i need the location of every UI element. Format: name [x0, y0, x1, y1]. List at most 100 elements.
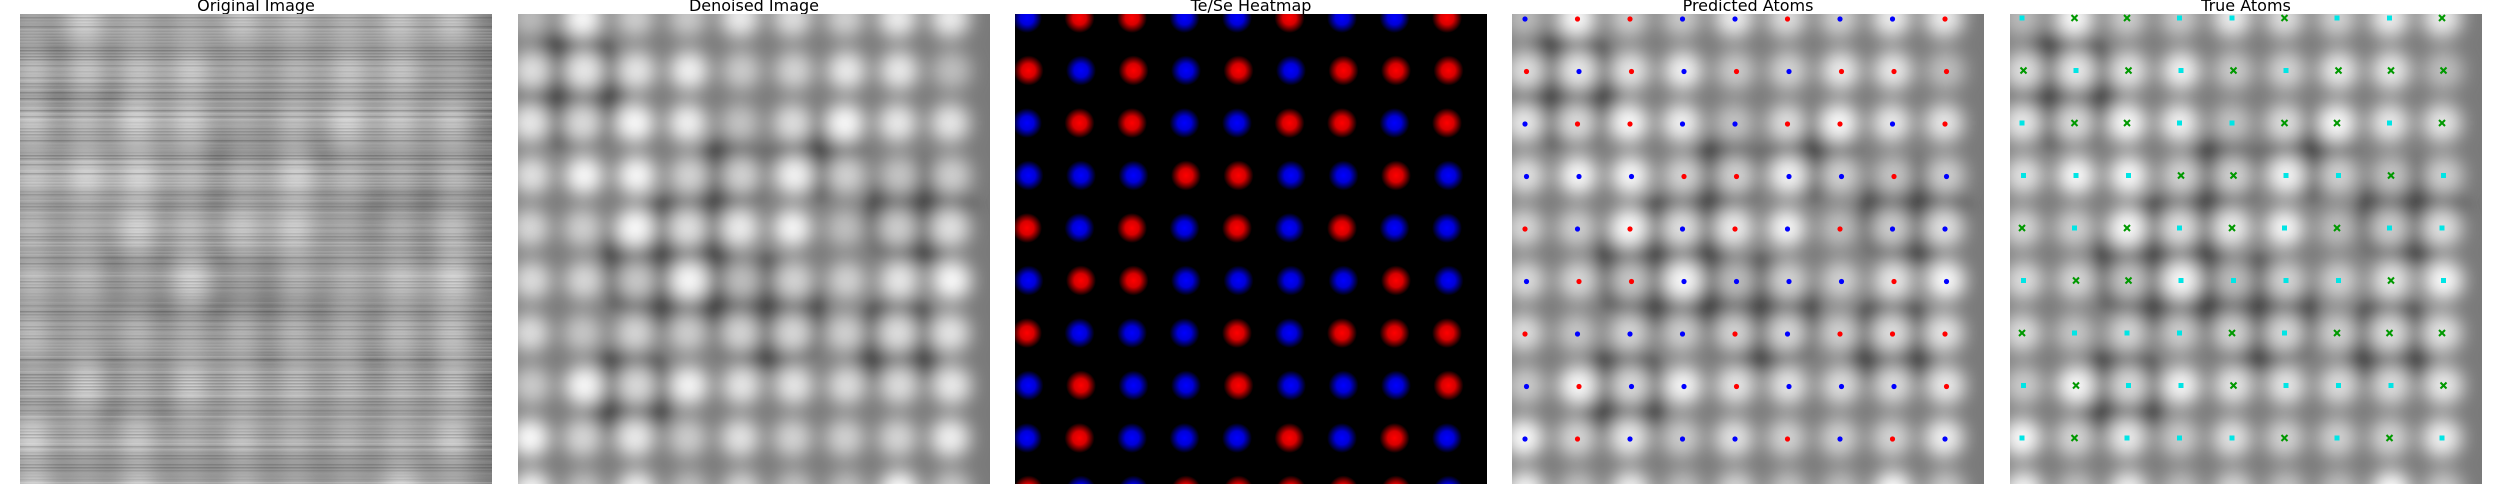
heatmap-se-spot [1274, 213, 1305, 243]
heatmap-se-spot [1067, 475, 1095, 484]
heatmap-te-spot [1117, 213, 1147, 243]
heatmap-te-spot [1328, 55, 1359, 86]
true-atom-cross [2072, 276, 2080, 285]
heatmap-se-spot [1327, 14, 1357, 33]
predicted-te-atom [1837, 121, 1843, 127]
true-atom-square [2336, 173, 2341, 178]
predicted-se-atom [1784, 331, 1791, 337]
true-atom-cross [2070, 434, 2079, 442]
true-atom-cross [2385, 329, 2394, 337]
true-atom-square [2021, 173, 2026, 178]
predicted-se-atom [1522, 436, 1528, 442]
heatmap-te-spot [1327, 318, 1357, 348]
true-atom-square [2334, 435, 2340, 441]
heatmap-te-spot [1117, 14, 1147, 33]
predicted-te-atom [1522, 226, 1528, 232]
true-atom-square [2441, 278, 2446, 283]
true-atom-cross [2385, 434, 2394, 442]
heatmap-se-spot [1117, 318, 1147, 348]
heatmap-te-spot [1171, 160, 1201, 191]
heatmap-se-spot [1171, 55, 1201, 86]
true-atom-cross [2439, 381, 2448, 390]
heatmap-te-spot [1432, 14, 1462, 33]
original-image-panel: Original Image [20, 0, 492, 500]
true-atom-square [2073, 68, 2079, 73]
heatmap-se-spot [1432, 213, 1462, 243]
true-atom-square [2021, 383, 2026, 388]
true-atom-cross [2124, 276, 2133, 285]
heatmap-te-spot [1433, 55, 1464, 86]
true-atom-square [2439, 435, 2445, 441]
heatmap-se-spot [1015, 160, 1044, 191]
heatmap-panel: Te/Se Heatmap [1015, 0, 1487, 500]
predicted-se-atom [1943, 173, 1950, 180]
true-atoms-title: True Atoms [2201, 0, 2291, 15]
heatmap-se-spot [1328, 370, 1359, 401]
predicted-te-atom [1733, 383, 1740, 390]
heatmap-se-spot [1015, 423, 1042, 453]
true-atom-cross [2333, 224, 2341, 232]
heatmap-se-spot [1274, 318, 1305, 348]
predicted-se-atom [1732, 121, 1738, 127]
heatmap-te-spot [1433, 370, 1464, 401]
true-atom-cross [2439, 66, 2448, 75]
heatmap-se-spot [1171, 265, 1201, 296]
true-atom-square [2177, 435, 2182, 441]
denoised-image-title: Denoised Image [688, 0, 820, 15]
true-atom-square [2229, 435, 2235, 441]
predicted-se-atom [1889, 121, 1896, 127]
heatmap-se-spot [1276, 265, 1306, 296]
predicted-te-atom [1574, 16, 1581, 22]
true-atom-cross [2387, 66, 2395, 75]
predicted-se-atom [1522, 16, 1528, 22]
heatmap-se-spot [1064, 213, 1095, 243]
heatmap-se-spot [1064, 318, 1095, 348]
predicted-se-atom [1942, 436, 1948, 442]
true-atom-square [2177, 330, 2182, 336]
true-atom-square [2126, 383, 2131, 388]
heatmap-te-spot [1277, 475, 1305, 484]
heatmap-se-spot [1433, 160, 1464, 191]
true-atom-square [2334, 15, 2340, 21]
heatmap-te-spot [1223, 55, 1254, 86]
predicted-te-atom [1576, 383, 1582, 390]
predicted-te-atom [1837, 331, 1843, 337]
true-atom-cross [2438, 14, 2446, 22]
predicted-te-atom [1837, 226, 1843, 232]
true-atom-square [2283, 383, 2289, 388]
heatmap-se-spot [1223, 265, 1254, 296]
predicted-te-atom [1942, 331, 1948, 337]
predicted-se-atom [1523, 383, 1530, 390]
true-atom-square [2177, 120, 2182, 126]
heatmap-se-spot [1171, 370, 1201, 401]
heatmap-se-spot [1432, 423, 1462, 453]
predicted-te-atom [1574, 121, 1581, 127]
heatmap-te-spot [1274, 423, 1305, 453]
heatmap-te-spot [1379, 318, 1410, 348]
predicted-se-atom [1891, 383, 1897, 390]
true-atom-square [2177, 225, 2182, 231]
true-atom-square [2283, 173, 2289, 178]
true-atom-cross [2387, 171, 2395, 180]
heatmap-se-spot [1015, 370, 1044, 401]
true-atom-cross [2229, 171, 2238, 180]
predicted-te-atom [1943, 383, 1950, 390]
heatmap-se-spot [1015, 14, 1042, 33]
true-atom-cross [2280, 434, 2289, 442]
true-atom-cross [2228, 224, 2236, 232]
predicted-te-atom [1891, 68, 1897, 75]
true-atom-square [2441, 173, 2446, 178]
heatmap-se-spot [1015, 265, 1044, 296]
heatmap-te-spot [1432, 318, 1462, 348]
predicted-se-atom [1574, 226, 1581, 232]
predicted-te-atom [1891, 173, 1897, 180]
true-atom-cross [2280, 14, 2289, 22]
predicted-te-atom [1889, 331, 1896, 337]
true-atom-square [2229, 15, 2235, 21]
true-atom-square [2282, 225, 2287, 231]
heatmap-te-spot [1066, 370, 1096, 401]
true-atom-cross [2072, 381, 2080, 390]
predicted-te-atom [1628, 278, 1635, 285]
predicted-te-atom [1732, 331, 1738, 337]
heatmap-se-spot [1066, 160, 1096, 191]
